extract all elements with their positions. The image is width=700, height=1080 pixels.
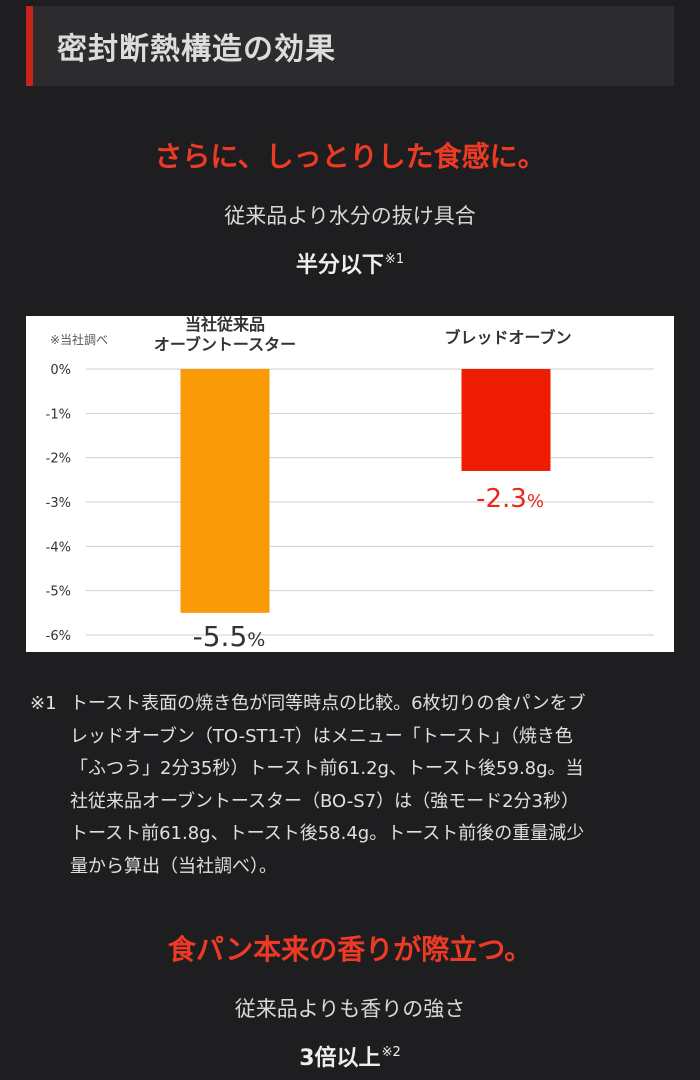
y-tick-label: 0% — [50, 363, 71, 378]
y-tick-label: -2% — [46, 452, 71, 467]
emphasis-note-2: ※2 — [381, 1045, 401, 1060]
chart-note: ※当社調べ — [50, 332, 108, 347]
footnote-line: トースト前61.8g、トースト後58.4g。トースト前後の重量減少 — [70, 823, 585, 844]
footnote-mark: ※1 — [30, 693, 57, 714]
subline-aroma-strength: 従来品よりも香りの強さ — [234, 997, 466, 1021]
bar — [461, 369, 551, 471]
moisture-loss-chart: ※当社調べ 0% -1% -2% -3% -4% -5% -6% 当社従来品 オーブントースター -… — [26, 316, 674, 652]
y-tick-label: -5% — [46, 585, 71, 600]
footnote-line: トースト表面の焼き色が同等時点の比較。6枚切りの食パンをブ — [70, 693, 586, 714]
y-tick-label: -1% — [46, 407, 71, 422]
emphasis-three-times: 3倍以上※2 — [0, 1040, 700, 1072]
footnote-line: 量から算出（当社調べ）。 — [70, 855, 277, 877]
footnote-text: トースト表面の焼き色が同等時点の比較。6枚切りの食パンをブ レッドオーブン（TO-… — [70, 688, 670, 883]
y-tick-label: -4% — [46, 540, 71, 555]
emphasis-note: ※1 — [384, 252, 405, 267]
value-label: -2.3% — [476, 484, 544, 514]
headline-moist-texture: さらに、しっとりした食感に。 — [154, 140, 546, 173]
emphasis-text-2: 3倍以上 — [299, 1046, 381, 1071]
footnote-line: レッドオーブン（TO-ST1-T）はメニュー「トースト」（焼き色 — [70, 725, 573, 747]
section-title: 密封断熱構造の効果 — [57, 32, 336, 67]
footnote: ※1 トースト表面の焼き色が同等時点の比較。6枚切りの食パンをブ レッドオーブン（… — [30, 688, 670, 883]
category-label: オーブントースター — [154, 335, 296, 354]
y-tick-label: -6% — [46, 629, 71, 644]
headline-aroma: 食パン本来の香りが際立つ。 — [167, 933, 533, 966]
footnote-line: 社従来品オーブントースター（BO-S7）は（強モード2分3秒） — [70, 790, 579, 812]
value-label: -5.5% — [193, 620, 266, 652]
emphasis-text: 半分以下 — [295, 253, 384, 278]
bar — [180, 369, 270, 613]
subline-moisture-loss: 従来品より水分の抜け具合 — [224, 204, 476, 228]
y-tick-label: -3% — [46, 496, 71, 511]
section-header: 密封断熱構造の効果 — [26, 6, 674, 86]
category-label: ブレッドオーブン — [444, 328, 571, 347]
category-label: 当社従来品 — [185, 316, 265, 334]
emphasis-half-or-less: 半分以下※1 — [0, 247, 700, 279]
footnote-line: 「ふつう」2分35秒）トースト前61.2g、トースト後59.8g。当 — [70, 758, 584, 779]
